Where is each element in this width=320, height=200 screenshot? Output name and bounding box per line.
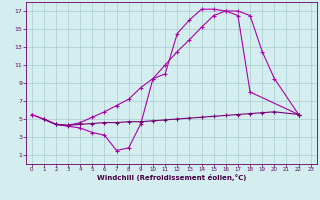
X-axis label: Windchill (Refroidissement éolien,°C): Windchill (Refroidissement éolien,°C) bbox=[97, 174, 246, 181]
